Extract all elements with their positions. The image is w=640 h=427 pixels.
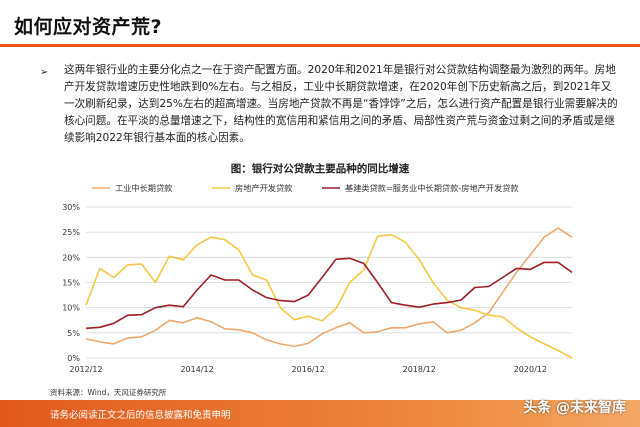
y-axis: 0% 5% 10% 15% 20% 25% 30%: [62, 203, 80, 363]
page-title: 如何应对资产荒?: [14, 16, 163, 38]
figure-title: 图：银行对公贷款主要品种的同比增速: [230, 163, 410, 175]
chart-legend: 工业中长期贷款 房地产开发贷款 基建类贷款=服务业中长期贷款-房地产开发贷款: [92, 183, 519, 193]
chart-series: [85, 227, 573, 359]
y-tick-label: 15%: [62, 279, 80, 288]
x-axis: 2012/12 2014/12 2016/12 2018/12 2020/12: [69, 365, 547, 374]
disclaimer-text: 请务必阅读正文之后的信息披露和免责申明: [50, 410, 231, 421]
footer-bar: [0, 400, 640, 427]
y-tick-label: 25%: [62, 228, 80, 237]
title-divider: [0, 44, 640, 47]
legend-label: 基建类贷款=服务业中长期贷款-房地产开发贷款: [345, 183, 519, 193]
y-tick-label: 20%: [62, 253, 80, 262]
series-line: [85, 227, 573, 348]
loan-growth-chart: 工业中长期贷款 房地产开发贷款 基建类贷款=服务业中长期贷款-房地产开发贷款 0% 5…: [62, 183, 573, 374]
x-tick-label: 2018/12: [403, 365, 436, 374]
y-tick-label: 5%: [67, 329, 80, 338]
y-tick-label: 30%: [62, 203, 80, 212]
legend-label: 工业中长期贷款: [115, 183, 172, 193]
source-note: 资料来源：Wind，天风证券研究所: [50, 388, 167, 397]
series-line: [85, 257, 573, 330]
y-tick-label: 0%: [67, 354, 80, 363]
watermark-logo: 头条 @未来智库: [523, 400, 626, 416]
x-tick-label: 2014/12: [180, 365, 213, 374]
body-paragraph: 这两年银行业的主要分化点之一在于资产配置方面。2020年和2021年是银行对公贷…: [64, 64, 618, 144]
x-tick-label: 2020/12: [514, 365, 547, 374]
y-tick-label: 10%: [62, 304, 80, 313]
legend-label: 房地产开发贷款: [235, 183, 292, 193]
x-tick-label: 2016/12: [292, 365, 325, 374]
series-line: [85, 233, 573, 359]
chart-grid: [86, 206, 572, 359]
bullet-arrow-icon: ➢: [40, 67, 49, 78]
x-tick-label: 2012/12: [69, 365, 102, 374]
